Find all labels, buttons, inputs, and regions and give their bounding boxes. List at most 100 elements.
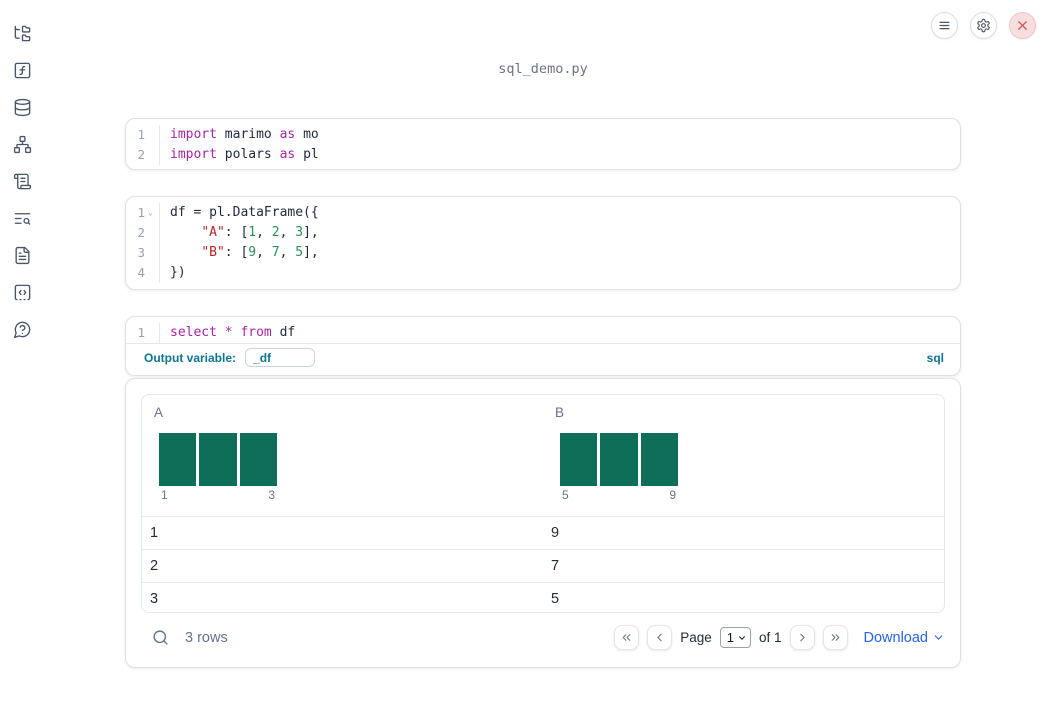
sidebar-item-datasources[interactable]	[12, 98, 32, 118]
code-text: })	[170, 265, 186, 280]
notebook-filename: sql_demo.py	[498, 61, 588, 77]
chevrons-right-icon	[831, 634, 839, 641]
sql-cell: 1 select * from df Output variable: sql	[125, 316, 961, 376]
chevron-down-icon	[934, 635, 943, 640]
line-number-gutter: 2	[126, 223, 160, 243]
column-name: B	[555, 405, 565, 420]
code-line: 1 select * from df	[126, 323, 960, 343]
code-editor[interactable]: 1 ⌄ df = pl.DataFrame({2 "A": [1, 2, 3], 3 …	[126, 197, 960, 283]
menu-button[interactable]	[931, 12, 958, 39]
code-text: select * from df	[170, 325, 296, 340]
table-footer: 3 rows Page 1 of 1 Download	[141, 624, 945, 651]
logs-icon	[13, 173, 31, 190]
code-text: "A": [1, 2, 3],	[201, 225, 319, 240]
sidebar-item-logs[interactable]	[12, 172, 32, 192]
column-name: A	[154, 405, 164, 420]
topbar	[931, 12, 1036, 39]
download-button[interactable]: Download	[864, 630, 946, 646]
line-number-gutter: 1	[126, 125, 160, 145]
sidebar-item-variables[interactable]	[12, 61, 32, 81]
chevrons-left-icon	[622, 634, 631, 641]
code-text: df = pl.DataFrame({	[170, 205, 319, 220]
documentation-icon	[14, 246, 30, 265]
gear-icon	[977, 18, 990, 33]
hamburger-icon	[939, 21, 950, 30]
sidebar-item-help[interactable]	[12, 320, 32, 340]
output-variable-label: Output variable:	[144, 350, 237, 365]
line-number-gutter: 2	[126, 145, 160, 165]
code-text: import polars as pl	[170, 147, 319, 162]
code-line: 1 ⌄ df = pl.DataFrame({	[126, 203, 960, 223]
table-cell: 3	[150, 591, 159, 607]
row-count: 3 rows	[185, 629, 228, 646]
sidebar-item-file-explorer[interactable]	[12, 24, 32, 44]
text-search-icon	[14, 213, 30, 225]
search-icon	[152, 629, 168, 645]
code-cell-imports: 1 import marimo as mo 2 import polars as pl	[125, 118, 961, 170]
code-editor[interactable]: 1 import marimo as mo 2 import polars as pl	[126, 119, 960, 165]
table-search-button[interactable]	[151, 629, 169, 647]
histogram-bar	[600, 433, 638, 486]
line-number-gutter: 4	[126, 263, 160, 283]
sidebar-item-documentation[interactable]	[12, 246, 32, 266]
dependency-graph-icon	[13, 135, 31, 154]
prev-page-button[interactable]	[647, 625, 673, 650]
pagination: Page 1 of 1 Download	[614, 625, 945, 650]
chevron-right-icon	[799, 633, 805, 642]
sidebar	[0, 0, 44, 713]
datasources-icon	[14, 98, 30, 117]
line-number-gutter: 1	[126, 323, 160, 343]
help-icon	[13, 321, 30, 339]
settings-button[interactable]	[970, 12, 997, 39]
chevron-left-icon	[657, 633, 662, 642]
sql-editor[interactable]: 1 select * from df	[126, 317, 960, 343]
download-label: Download	[863, 629, 929, 646]
fold-chevron-icon[interactable]: ⌄	[148, 208, 153, 217]
table-cell: 7	[551, 558, 560, 574]
snippets-icon	[14, 284, 30, 301]
table-cell: 2	[150, 558, 159, 574]
table-cell: 5	[551, 591, 560, 607]
code-text: "B": [9, 7, 5],	[201, 245, 319, 260]
sidebar-item-dependency-graph[interactable]	[12, 135, 32, 155]
histogram-bar	[159, 433, 197, 486]
last-page-button[interactable]	[822, 625, 848, 650]
sidebar-item-snippets[interactable]	[12, 283, 32, 303]
shutdown-button[interactable]	[1009, 12, 1036, 39]
next-page-button[interactable]	[789, 625, 815, 650]
page-label: Page	[680, 630, 712, 645]
code-line: 2 import polars as pl	[126, 145, 960, 165]
code-text: import marimo as mo	[170, 127, 319, 142]
line-number-gutter: 1 ⌄	[126, 203, 160, 223]
variables-icon	[14, 62, 30, 79]
page-select[interactable]: 1	[719, 627, 751, 648]
code-line: 4})	[126, 263, 960, 283]
histogram-bar	[199, 433, 237, 486]
first-page-button[interactable]	[614, 625, 640, 650]
histogram-bar	[640, 433, 678, 486]
chevron-down-icon	[738, 635, 745, 640]
page-select-value: 1	[726, 630, 734, 645]
table-cell: 9	[551, 525, 560, 541]
table-cell: 1	[150, 525, 159, 541]
file-explorer-icon	[14, 25, 30, 42]
sql-cell-footer: Output variable: sql	[126, 343, 960, 371]
code-line: 1 import marimo as mo	[126, 125, 960, 145]
page-of-label: of 1	[758, 630, 782, 645]
sidebar-item-search-logs[interactable]	[12, 209, 32, 229]
histogram-bar	[560, 433, 598, 486]
output-variable-input[interactable]	[245, 348, 316, 367]
code-cell-dataframe: 1 ⌄ df = pl.DataFrame({2 "A": [1, 2, 3], 3 …	[125, 196, 961, 290]
code-line: 2 "A": [1, 2, 3],	[126, 223, 960, 243]
